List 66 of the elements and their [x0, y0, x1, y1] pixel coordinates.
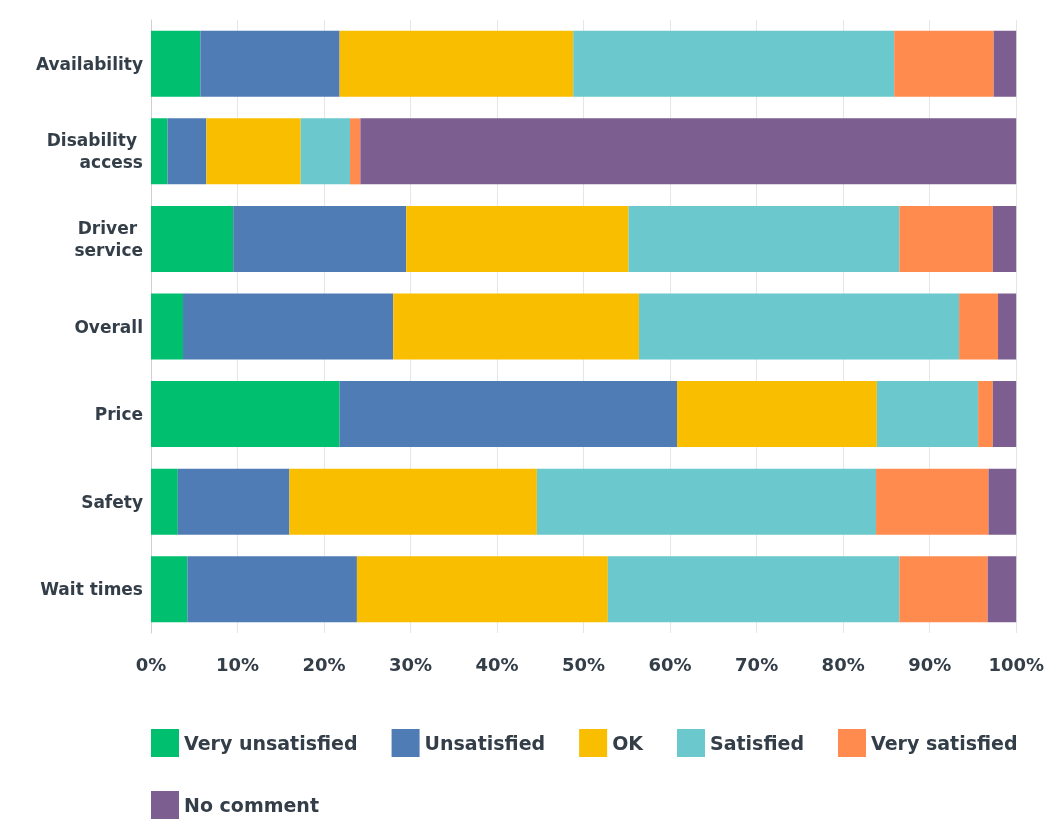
x-tick-label: 30%: [389, 653, 433, 675]
legend-label: OK: [612, 732, 645, 754]
bar: [183, 293, 394, 360]
bar: [151, 205, 234, 272]
bar: [151, 381, 340, 448]
bar: [899, 205, 993, 272]
y-tick-label: Safety: [81, 491, 143, 512]
bar: [978, 381, 993, 448]
bar: [300, 118, 350, 185]
x-tick-label: 20%: [302, 653, 346, 675]
bar: [536, 468, 877, 535]
bar: [339, 30, 574, 97]
bar: [233, 205, 407, 272]
legend-label: Very unsatisfied: [184, 732, 358, 754]
bar: [638, 293, 960, 360]
bar: [187, 556, 357, 623]
bar: [876, 381, 979, 448]
bar: [993, 30, 1017, 97]
x-tick-label: 80%: [821, 653, 865, 675]
x-tick-label: 60%: [648, 653, 692, 675]
bar: [177, 468, 290, 535]
bar: [356, 556, 608, 623]
bar: [350, 118, 361, 185]
bar: [992, 205, 1017, 272]
bar: [628, 205, 900, 272]
x-tick-label: 0%: [135, 653, 167, 675]
y-tick-label: Disability access: [46, 130, 143, 173]
bar: [289, 468, 537, 535]
bar: [959, 293, 999, 360]
bar: [167, 118, 207, 185]
legend-label: Very satisfied: [870, 732, 1018, 754]
x-tick-label: 90%: [908, 653, 952, 675]
bar: [894, 30, 994, 97]
bar: [360, 118, 1017, 185]
bar: [200, 30, 340, 97]
legend-label: Unsatisfied: [424, 732, 546, 754]
bar: [607, 556, 900, 623]
x-tick-label: 70%: [735, 653, 779, 675]
bar: [406, 205, 629, 272]
bar: [151, 293, 184, 360]
bar: [992, 381, 1017, 448]
x-tick-label: 100%: [988, 653, 1044, 675]
bar: [987, 556, 1017, 623]
bar: [677, 381, 877, 448]
bar: [206, 118, 301, 185]
bar: [988, 468, 1017, 535]
bar: [151, 556, 188, 623]
y-tick-label: Price: [94, 404, 143, 425]
bar: [151, 468, 178, 535]
y-tick-label: Availability: [35, 53, 143, 74]
bar: [876, 468, 989, 535]
x-tick-label: 40%: [475, 653, 519, 675]
bar: [151, 30, 201, 97]
y-tick-label: Overall: [74, 316, 143, 337]
x-tick-label: 10%: [215, 653, 260, 675]
bar: [899, 556, 988, 623]
bar: [339, 381, 678, 448]
legend-label: Satisfied: [710, 732, 804, 754]
y-tick-label: Wait times: [40, 579, 143, 600]
bar: [573, 30, 895, 97]
x-tick-label: 50%: [562, 653, 606, 675]
bar: [393, 293, 639, 360]
bar: [998, 293, 1017, 360]
legend-label: No comment: [184, 794, 319, 816]
y-tick-label: Driver service: [74, 217, 143, 260]
bar: [151, 118, 168, 185]
